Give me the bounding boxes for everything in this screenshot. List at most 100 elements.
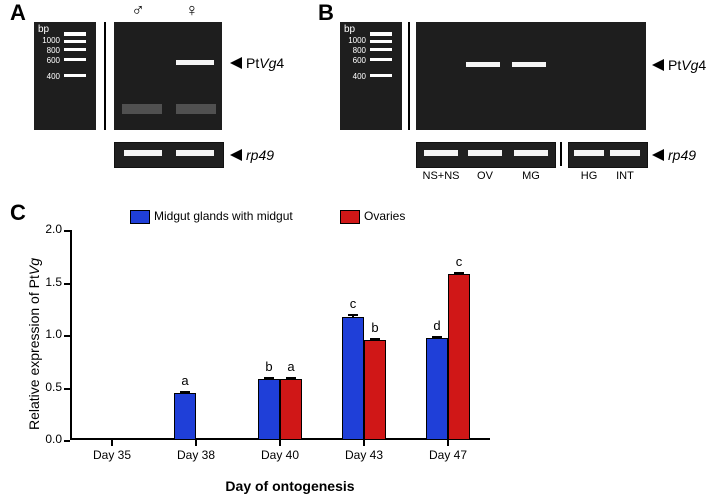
bar-midgut-4 xyxy=(426,338,448,440)
bp-label-a: bp xyxy=(38,24,49,35)
ladder-b-600: 600 xyxy=(344,56,366,65)
y-tick-label: 0.0 xyxy=(32,432,62,446)
legend-text-midgut: Midgut glands with midgut xyxy=(154,209,293,223)
panel-label-b: B xyxy=(318,0,334,26)
ladder-b-line xyxy=(370,32,392,36)
y-tick-label: 0.5 xyxy=(32,380,62,394)
y-tick xyxy=(64,440,70,442)
error-cap xyxy=(454,272,464,274)
y-tick-label: 2.0 xyxy=(32,222,62,236)
divider-a xyxy=(104,22,106,130)
y-tick xyxy=(64,230,70,232)
ladder-b-line3 xyxy=(370,48,392,51)
legend-box-ovaries xyxy=(340,210,360,224)
error-cap xyxy=(264,377,274,379)
divider-b xyxy=(408,22,410,130)
ladder-a-line2 xyxy=(64,40,86,43)
x-tick-label: Day 47 xyxy=(418,448,478,462)
error-cap xyxy=(348,314,358,316)
arrow-head-icon4 xyxy=(652,149,664,161)
arrow-rp49-b: rp49 xyxy=(652,147,696,163)
bar-ovaries-3 xyxy=(364,340,386,440)
ladder-a-800: 800 xyxy=(38,46,60,55)
ladder-a-400: 400 xyxy=(38,72,60,81)
lane-ov: OV xyxy=(470,170,500,182)
ladder-b-400: 400 xyxy=(344,72,366,81)
x-axis-title: Day of ontogenesis xyxy=(180,478,400,494)
x-tick-label: Day 43 xyxy=(334,448,394,462)
bar-midgut-3 xyxy=(342,317,364,440)
x-tick xyxy=(363,440,365,446)
gel-b-samples xyxy=(416,22,646,130)
y-tick xyxy=(64,283,70,285)
ladder-a-line4 xyxy=(64,58,86,61)
bar-midgut-1 xyxy=(174,393,196,440)
arrow-rp49-a: rp49 xyxy=(230,147,274,163)
y-tick xyxy=(64,388,70,390)
sig-letter: c xyxy=(342,296,364,311)
ladder-b-line4 xyxy=(370,58,392,61)
ladder-a-600: 600 xyxy=(38,56,60,65)
sig-letter: a xyxy=(174,373,196,388)
error-cap xyxy=(286,377,296,379)
band-b-ov xyxy=(466,62,500,67)
lane-hg: HG xyxy=(574,170,604,182)
band-a-rp49-2 xyxy=(176,150,214,156)
x-tick-label: Day 35 xyxy=(82,448,142,462)
sig-letter: c xyxy=(448,254,470,269)
arrow-head-icon xyxy=(230,57,242,69)
legend-box-midgut xyxy=(130,210,150,224)
divider-b-rp49 xyxy=(560,142,562,166)
sig-letter: a xyxy=(280,359,302,374)
panel-label-c: C xyxy=(10,200,26,226)
bar-midgut-2 xyxy=(258,379,280,440)
sig-letter: d xyxy=(426,318,448,333)
rp49-text-b: rp49 xyxy=(668,147,696,163)
ladder-a-line xyxy=(64,32,86,36)
ptvg4-text-b: PtVg4 xyxy=(668,57,706,73)
ladder-b-line5 xyxy=(370,74,392,77)
y-axis xyxy=(70,230,72,440)
error-cap xyxy=(180,391,190,393)
ladder-a-1000: 1000 xyxy=(38,36,60,45)
band-a-rp49-1 xyxy=(124,150,162,156)
male-symbol: ♂ xyxy=(128,0,148,21)
band-b-mg xyxy=(512,62,546,67)
ladder-b-1000: 1000 xyxy=(344,36,366,45)
ladder-a-line3 xyxy=(64,48,86,51)
ptvg4-text-a: PtVg4 xyxy=(246,55,284,71)
panel-label-a: A xyxy=(10,0,26,26)
smear-a-male xyxy=(122,104,162,114)
lane-int: INT xyxy=(610,170,640,182)
sig-letter: b xyxy=(364,320,386,335)
error-cap xyxy=(432,336,442,338)
error-cap xyxy=(370,338,380,340)
arrow-ptvg4-a: PtVg4 xyxy=(230,55,284,71)
band-b-rp49-5 xyxy=(610,150,640,156)
band-b-rp49-3 xyxy=(514,150,548,156)
bar-ovaries-2 xyxy=(280,379,302,440)
x-tick-label: Day 38 xyxy=(166,448,226,462)
band-b-rp49-2 xyxy=(468,150,502,156)
legend-text-ovaries: Ovaries xyxy=(364,209,405,223)
y-tick-label: 1.5 xyxy=(32,275,62,289)
band-b-rp49-4 xyxy=(574,150,604,156)
sig-letter: b xyxy=(258,359,280,374)
arrow-ptvg4-b: PtVg4 xyxy=(652,57,706,73)
ladder-a-line5 xyxy=(64,74,86,77)
lane-mg: MG xyxy=(516,170,546,182)
x-tick xyxy=(447,440,449,446)
female-symbol: ♀ xyxy=(182,0,202,21)
bp-label-b: bp xyxy=(344,24,355,35)
y-tick-label: 1.0 xyxy=(32,327,62,341)
lane-nsns: NS+NS xyxy=(418,170,464,182)
x-tick-label: Day 40 xyxy=(250,448,310,462)
arrow-head-icon2 xyxy=(230,149,242,161)
x-tick xyxy=(279,440,281,446)
bar-ovaries-4 xyxy=(448,274,470,440)
ladder-b-800: 800 xyxy=(344,46,366,55)
x-tick xyxy=(111,440,113,446)
arrow-head-icon3 xyxy=(652,59,664,71)
band-a-female-ptvg4 xyxy=(176,60,214,65)
y-tick xyxy=(64,335,70,337)
